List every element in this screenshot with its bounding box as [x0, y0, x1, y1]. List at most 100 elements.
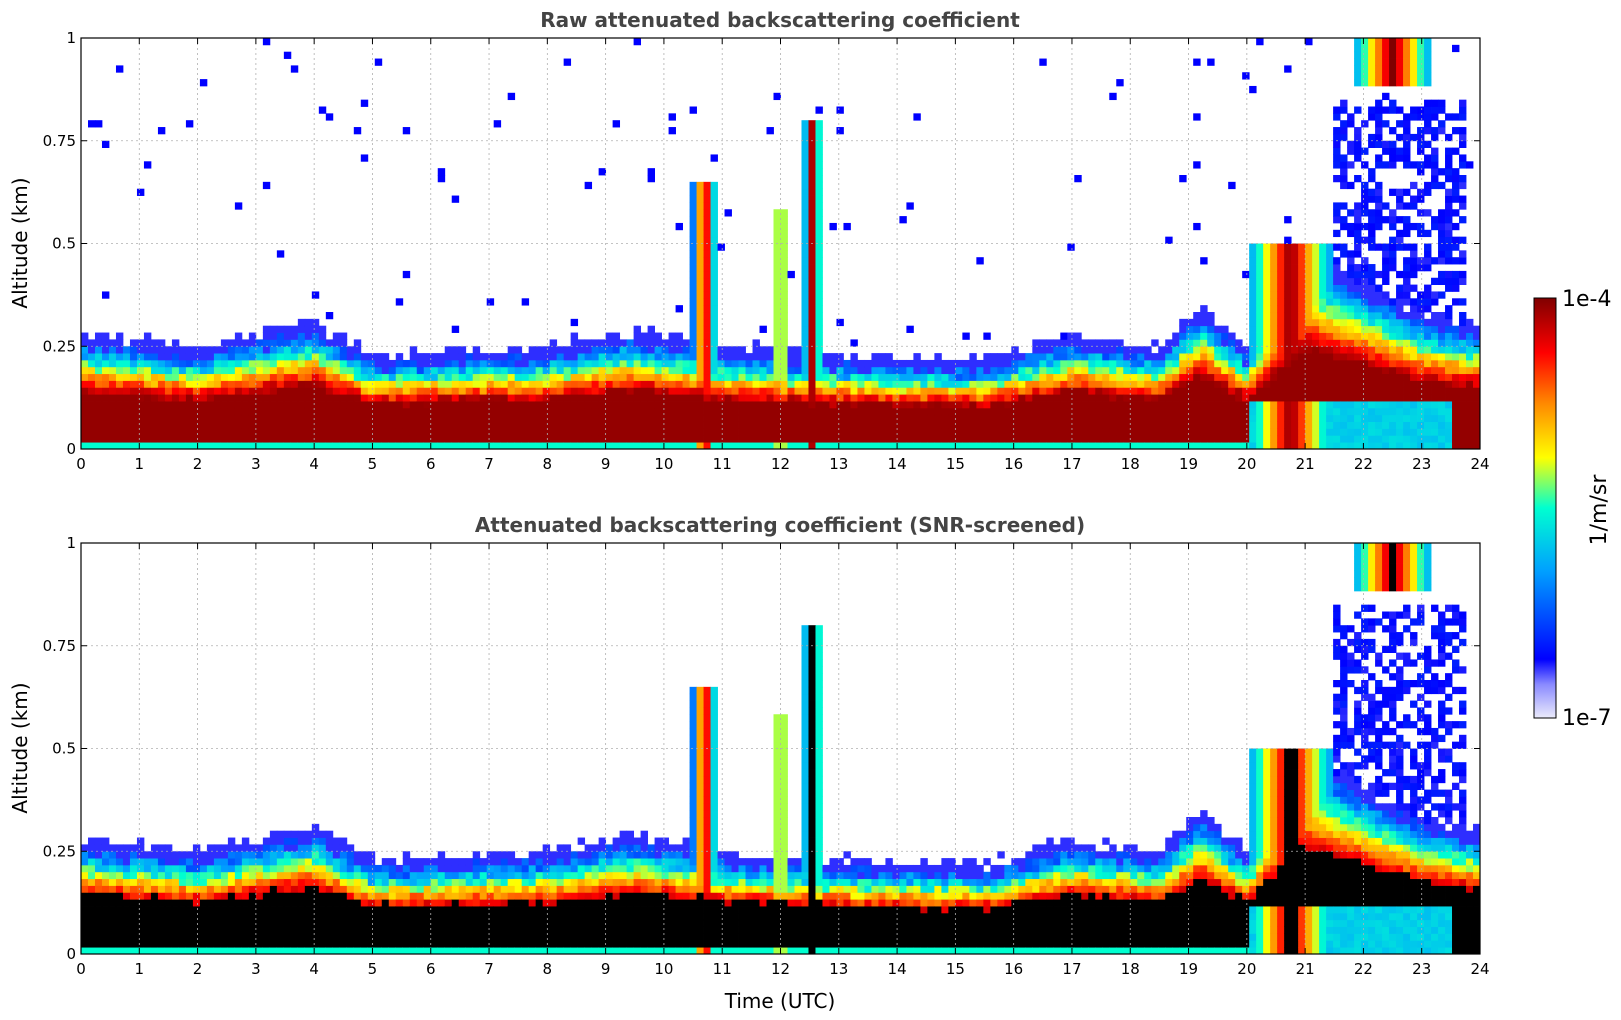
heatmap-cell [353, 858, 362, 866]
heatmap-cell [213, 906, 222, 914]
heatmap-cell [1466, 359, 1474, 368]
heatmap-cell [1256, 264, 1264, 272]
heatmap-cell [1193, 435, 1201, 443]
heatmap-cell [255, 339, 264, 347]
heatmap-cell [808, 257, 816, 265]
heatmap-cell [1361, 270, 1369, 279]
heatmap-cell [1354, 264, 1362, 272]
heatmap-cell [892, 401, 900, 409]
heatmap-cell [1410, 257, 1418, 265]
heatmap-cell [150, 346, 159, 354]
x-tick-label: 12 [771, 455, 790, 473]
heatmap-cell [1165, 414, 1173, 422]
heatmap-cell [1340, 99, 1348, 107]
heatmap-cell [1389, 243, 1397, 251]
heatmap-cell [836, 387, 844, 395]
heatmap-cell [1410, 325, 1418, 333]
heatmap-cell [283, 878, 292, 886]
heatmap-cell [206, 414, 215, 422]
heatmap-cell [346, 442, 355, 450]
heatmap-cell [1445, 312, 1453, 320]
heatmap-cell [780, 332, 788, 340]
heatmap-cell [402, 401, 411, 409]
heatmap-cell [1410, 58, 1418, 66]
heatmap-cell [549, 346, 558, 354]
heatmap-cell [1305, 359, 1313, 368]
heatmap-cell [325, 926, 334, 934]
heatmap-cell [1312, 373, 1320, 381]
heatmap-cell [1060, 373, 1068, 381]
heatmap-cell [332, 387, 341, 395]
heatmap-cell [276, 926, 285, 934]
heatmap-cell [430, 394, 439, 402]
heatmap-cell [136, 940, 145, 948]
heatmap-cell [1466, 380, 1474, 388]
heatmap-cell [388, 947, 397, 955]
heatmap-cell [101, 140, 110, 148]
heatmap-cell [220, 940, 229, 948]
heatmap-cell [605, 373, 614, 381]
heatmap-cell [1123, 380, 1131, 388]
heatmap-cell [1298, 339, 1306, 347]
heatmap-cell [1095, 366, 1103, 375]
heatmap-cell [1445, 216, 1453, 224]
heatmap-cell [1459, 140, 1467, 148]
heatmap-cell [1424, 161, 1432, 169]
heatmap-cell [675, 428, 683, 436]
heatmap-cell [171, 947, 180, 955]
heatmap-cell [1060, 346, 1068, 354]
heatmap-cell [731, 380, 739, 388]
heatmap-cell [794, 421, 802, 429]
heatmap-cell [780, 257, 788, 265]
heatmap-cell [626, 421, 635, 429]
heatmap-cell [1424, 154, 1432, 162]
heatmap-cell [1270, 435, 1278, 443]
heatmap-cell [374, 947, 383, 955]
heatmap-cell [1389, 428, 1397, 436]
heatmap-cell [1291, 277, 1299, 285]
heatmap-cell [738, 394, 746, 402]
heatmap-cell [682, 435, 690, 443]
heatmap-cell [675, 353, 683, 361]
heatmap-cell [1389, 332, 1397, 340]
heatmap-cell [1242, 435, 1250, 443]
heatmap-cell [1403, 79, 1411, 87]
heatmap-cell [213, 926, 222, 934]
heatmap-cell [1228, 353, 1236, 361]
heatmap-cell [297, 844, 306, 852]
heatmap-cell [199, 401, 208, 409]
heatmap-cell [1431, 298, 1439, 306]
heatmap-cell [88, 401, 96, 409]
heatmap-cell [682, 401, 690, 409]
heatmap-cell [1396, 387, 1404, 395]
heatmap-cell [1375, 332, 1383, 340]
heatmap-cell [227, 401, 236, 409]
heatmap-cell [1452, 401, 1460, 409]
heatmap-cell [150, 359, 159, 368]
heatmap-cell [234, 387, 243, 395]
heatmap-cell [528, 401, 537, 409]
heatmap-cell [542, 346, 551, 354]
heatmap-cell [1382, 421, 1390, 429]
heatmap-cell [325, 906, 334, 914]
heatmap-cell [262, 387, 271, 395]
heatmap-cell [423, 359, 432, 368]
heatmap-cell [892, 359, 900, 368]
heatmap-cell [1410, 106, 1418, 114]
heatmap-cell [612, 401, 621, 409]
heatmap-cell [395, 380, 404, 388]
heatmap-cell [1088, 339, 1096, 347]
heatmap-cell [1319, 257, 1327, 265]
heatmap-cell [1319, 270, 1327, 279]
heatmap-cell [1158, 346, 1166, 354]
heatmap-cell [640, 339, 648, 347]
heatmap-cell [220, 387, 229, 395]
heatmap-cell [381, 947, 390, 955]
heatmap-cell [1382, 291, 1390, 299]
heatmap-cell [766, 421, 774, 429]
heatmap-cell [1431, 387, 1439, 395]
heatmap-cell [808, 353, 816, 361]
heatmap-cell [1438, 318, 1446, 327]
heatmap-cell [948, 435, 956, 443]
heatmap-cell [346, 906, 355, 914]
